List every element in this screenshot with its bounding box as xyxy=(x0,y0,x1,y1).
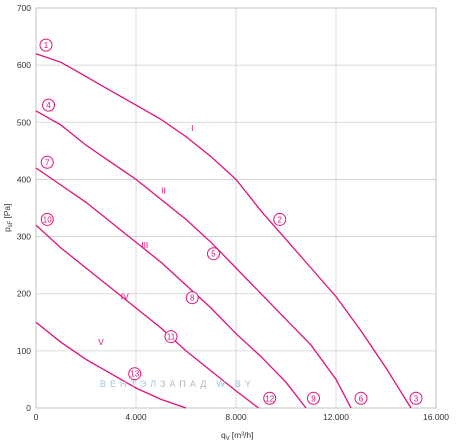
x-tick-label: 0 xyxy=(34,412,39,422)
x-axis-unit: [m³/h] xyxy=(232,430,254,440)
marker-7: 7 xyxy=(40,155,54,169)
series-label-II: II xyxy=(161,186,166,196)
y-tick-label: 0 xyxy=(26,403,31,413)
series-curve-IV xyxy=(35,224,259,409)
marker-label: 9 xyxy=(311,394,316,403)
y-tick-label: 500 xyxy=(17,117,31,127)
x-axis-label: qV [m³/h] xyxy=(221,430,253,442)
marker-label: 7 xyxy=(45,158,50,167)
x-tick-label: 16.000 xyxy=(423,412,449,422)
watermark-grey: ЗАПАД xyxy=(160,379,210,389)
y-tick-label: 700 xyxy=(17,3,31,13)
marker-label: 5 xyxy=(211,250,216,259)
tick-labels: 0 4.000 8.000 12.000 16.000 0 100 200 300 400 500 6… xyxy=(17,3,449,422)
marker-3: 3 xyxy=(409,391,423,405)
y-axis-subscript: sF xyxy=(8,220,14,227)
marker-label: 3 xyxy=(414,394,419,403)
watermark: ВЕНТЭЛЗАПАД W.BY xyxy=(100,379,255,389)
marker-circle xyxy=(40,155,54,169)
marker-circle xyxy=(164,330,178,344)
x-tick-label: 8.000 xyxy=(225,412,247,422)
marker-label: 4 xyxy=(46,101,51,110)
y-axis-label: psF [Pa] xyxy=(2,203,14,232)
series-label-I: I xyxy=(191,123,193,133)
marker-5: 5 xyxy=(207,247,220,261)
x-tick-label: 4.000 xyxy=(125,412,147,422)
y-axis-unit: [Pa] xyxy=(2,203,12,218)
x-axis-subscript: V xyxy=(226,436,230,442)
series-curve-II xyxy=(35,110,352,409)
y-tick-label: 600 xyxy=(17,60,31,70)
grid-lines xyxy=(35,7,437,409)
marker-circle xyxy=(40,212,54,226)
marker-9: 9 xyxy=(307,391,320,405)
marker-circle xyxy=(185,291,199,305)
watermark-suffix: W.BY xyxy=(216,379,255,389)
x-tick-label: 12.000 xyxy=(323,412,349,422)
series-curve-III xyxy=(35,167,307,409)
x-axis-symbol: q xyxy=(221,430,226,440)
y-axis-symbol: p xyxy=(2,227,12,232)
series-label-IV: IV xyxy=(121,291,129,301)
marker-2: 2 xyxy=(273,212,287,226)
marker-11: 11 xyxy=(164,330,178,344)
marker-circle xyxy=(39,38,53,52)
marker-label: 1 xyxy=(44,41,49,50)
marker-circle xyxy=(128,367,142,381)
marker-4: 4 xyxy=(42,98,55,112)
marker-12: 12 xyxy=(263,391,277,405)
marker-circle xyxy=(263,391,277,405)
marker-circle xyxy=(42,98,55,112)
marker-8: 8 xyxy=(185,291,199,305)
y-tick-label: 100 xyxy=(17,346,31,356)
series-label-III: III xyxy=(141,240,148,250)
marker-label: 6 xyxy=(359,394,364,403)
y-tick-label: 200 xyxy=(17,289,31,299)
marker-circle xyxy=(207,247,220,261)
marker-label: 11 xyxy=(167,333,176,342)
marker-label: 2 xyxy=(278,215,283,224)
curves xyxy=(35,53,412,409)
marker-circle xyxy=(409,391,423,405)
watermark-blue: ВЕНТЭЛ xyxy=(100,379,160,389)
marker-circle xyxy=(273,212,287,226)
series-curve-V xyxy=(35,321,187,409)
marker-10: 10 xyxy=(40,212,54,226)
marker-label: 12 xyxy=(265,394,274,403)
marker-label: 8 xyxy=(190,294,195,303)
marker-13: 13 xyxy=(128,367,142,381)
series-curve-I xyxy=(35,53,412,409)
series-label-V: V xyxy=(98,337,104,347)
y-tick-label: 400 xyxy=(17,174,31,184)
marker-6: 6 xyxy=(354,391,368,405)
y-tick-label: 300 xyxy=(17,232,31,242)
marker-circle xyxy=(354,391,368,405)
marker-label: 10 xyxy=(43,215,52,224)
marker-1: 1 xyxy=(39,38,53,52)
plot-frame xyxy=(35,7,437,409)
marker-label: 13 xyxy=(130,370,139,379)
marker-circle xyxy=(307,391,320,405)
